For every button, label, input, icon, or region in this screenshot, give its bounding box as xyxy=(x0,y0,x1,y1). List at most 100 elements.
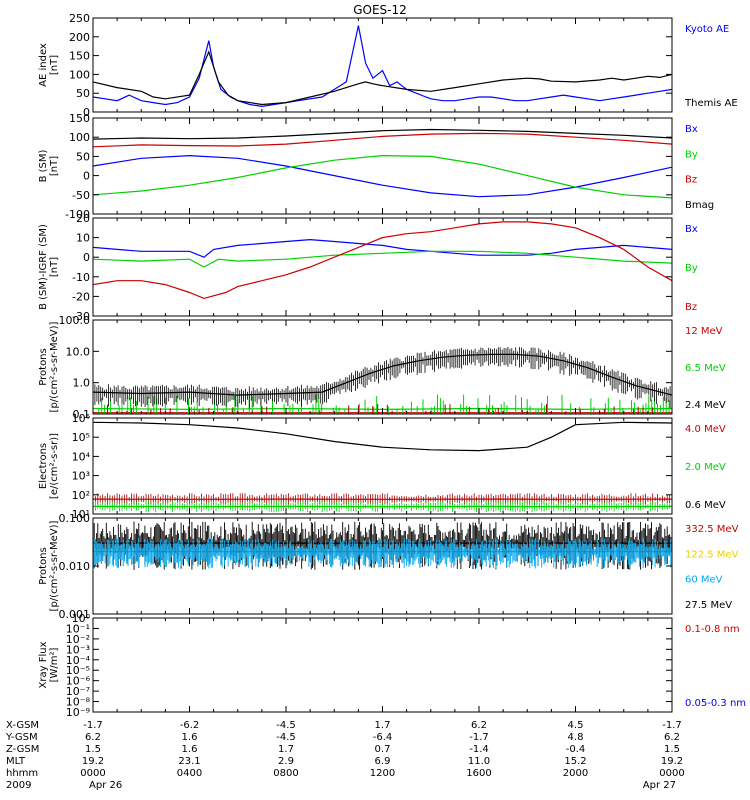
ytick-label-ae-1: 50 xyxy=(76,87,90,100)
ylabel-line-hiprotons-0: Protons xyxy=(38,547,49,584)
series-bsm-1 xyxy=(92,132,673,148)
legend-protons-1: 6.5 MeV xyxy=(685,363,726,374)
xcell-0-3: 19.2 xyxy=(82,756,104,767)
xcell-0-0: -1.7 xyxy=(83,720,103,731)
ytick-label-bsm-1: -50 xyxy=(72,189,90,202)
xcell-3-0: 1.7 xyxy=(375,720,391,731)
ytick-label-bsm-2: 0 xyxy=(83,170,90,183)
legend-bres-2: Bz xyxy=(685,302,697,313)
ytick-label-ae-5: 250 xyxy=(69,12,90,25)
panel-electrons: 10¹ 10² 10³ 10⁴ 10⁵ 10⁶ Electrons[e/(cm²-s-sr)… xyxy=(38,412,726,521)
panel-protons: 0.11.010.0100.0Protons[p/(cm²-s-sr-MeV)]… xyxy=(38,314,726,421)
ylabel-line-electrons-1: [e/(cm²-s-sr)] xyxy=(49,433,60,499)
ytick-label-bsm-4: 100 xyxy=(69,131,90,144)
ytick-label-hiprotons-2: 0.100 xyxy=(59,512,91,525)
ytick-label-ae-3: 150 xyxy=(69,50,90,63)
xcell-0-4: 0000 xyxy=(80,768,105,779)
xcell-1-1: 1.6 xyxy=(182,732,198,743)
ylabel-protons: Protons[p/(cm²-s-sr-MeV)] xyxy=(38,321,60,412)
ytick-label-xray-4: 10⁻⁵ xyxy=(66,664,90,677)
xrow-label-0: X-GSM xyxy=(6,720,39,731)
ylabel-line-ae-0: AE index xyxy=(38,43,49,87)
xrow-label-5: 2009 xyxy=(6,780,31,791)
legend-bsm-1: By xyxy=(685,149,698,160)
xcell-5-2: -0.4 xyxy=(566,744,586,755)
xcell-6-1: 6.2 xyxy=(664,732,680,743)
ytick-label-protons-3: 100.0 xyxy=(59,314,91,327)
ylabel-line-protons-0: Protons xyxy=(38,348,49,385)
xcell-0-5: Apr 26 xyxy=(89,780,122,791)
xcell-2-3: 2.9 xyxy=(278,756,294,767)
ylabel-xray: Xray Flux[W/m²] xyxy=(38,641,60,688)
legend-electrons-1: 2.0 MeV xyxy=(685,462,726,473)
ylabel-line-bres-1: [nT] xyxy=(49,257,60,277)
ytick-label-electrons-2: 10³ xyxy=(72,470,90,483)
frame-bres xyxy=(92,217,673,317)
frame-bsm xyxy=(92,117,673,215)
legend-bres-1: By xyxy=(685,263,698,274)
ylabel-hiprotons: Protons[p/(cm²-s-sr-MeV)] xyxy=(38,520,60,611)
plot-title: GOES-12 xyxy=(353,3,407,17)
xcell-5-4: 2000 xyxy=(563,768,588,779)
ylabel-ae: AE index[nT] xyxy=(38,43,60,87)
legend-ae-0: Kyoto AE xyxy=(685,24,729,35)
ytick-label-bsm-3: 50 xyxy=(76,150,90,163)
ylabel-bsm: B (SM)[nT] xyxy=(38,149,60,182)
ytick-label-ae-2: 100 xyxy=(69,68,90,81)
xcell-2-2: 1.7 xyxy=(278,744,294,755)
xcell-3-1: -6.4 xyxy=(373,732,393,743)
ytick-label-hiprotons-1: 0.010 xyxy=(59,560,91,573)
legend-electrons-2: 0.6 MeV xyxy=(685,500,726,511)
xcell-2-1: -4.5 xyxy=(276,732,296,743)
ylabel-line-electrons-0: Electrons xyxy=(38,443,49,489)
legend-hiprotons-3: 27.5 MeV xyxy=(685,600,732,611)
legend-hiprotons-2: 60 MeV xyxy=(685,575,723,586)
series-ae-0 xyxy=(92,25,673,108)
ytick-label-bres-4: 10 xyxy=(76,232,90,245)
xcell-1-2: 1.6 xyxy=(182,744,198,755)
xcell-4-1: -1.7 xyxy=(469,732,489,743)
ytick-label-xray-5: 10⁻⁴ xyxy=(66,654,91,667)
xcell-6-3: 19.2 xyxy=(661,756,683,767)
ylabel-bres: B (SM)-IGRF (SM)[nT] xyxy=(38,224,60,310)
ytick-label-bsm-0: -100 xyxy=(65,208,90,221)
ytick-label-xray-8: 10⁻¹ xyxy=(66,622,90,635)
legend-protons-2: 2.4 MeV xyxy=(685,400,726,411)
xcell-2-0: -4.5 xyxy=(276,720,296,731)
series-ae-1 xyxy=(92,50,673,106)
legend-bsm-0: Bx xyxy=(685,124,698,135)
legend-hiprotons-1: 122.5 MeV xyxy=(685,549,739,560)
xcell-6-2: 1.5 xyxy=(664,744,680,755)
legend-ae-1: Themis AE xyxy=(684,98,738,109)
ytick-label-bres-5: 20 xyxy=(76,212,90,225)
legend-electrons-0: 4.0 MeV xyxy=(685,424,726,435)
ylabel-line-xray-0: Xray Flux xyxy=(38,641,49,688)
ytick-label-electrons-0: 10¹ xyxy=(72,508,90,521)
legend-hiprotons-0: 332.5 MeV xyxy=(685,524,739,535)
legend-bres-0: Bx xyxy=(685,224,698,235)
ytick-label-xray-9: 10⁰ xyxy=(72,612,91,625)
texture-protons-black xyxy=(92,346,673,409)
ytick-label-electrons-3: 10⁴ xyxy=(72,450,91,463)
ylabel-line-protons-1: [p/(cm²-s-sr-MeV)] xyxy=(49,321,60,412)
ytick-label-electrons-1: 10² xyxy=(72,489,90,502)
ytick-label-protons-0: 0.1 xyxy=(73,408,91,421)
ytick-label-xray-6: 10⁻³ xyxy=(66,643,90,656)
ytick-label-bsm-5: 150 xyxy=(69,112,90,125)
xrow-label-4: hhmm xyxy=(6,768,38,779)
xcell-4-4: 1600 xyxy=(466,768,491,779)
legend-protons-0: 12 MeV xyxy=(685,326,723,337)
series-bres-1 xyxy=(92,250,673,268)
frame-xray xyxy=(92,617,673,713)
panel-ae: 0 50 100 150 200 250 AE index[nT] Kyoto AE Themi… xyxy=(38,12,738,119)
xcell-1-0: -6.2 xyxy=(180,720,200,731)
ytick-label-bres-3: 0 xyxy=(83,251,90,264)
xcell-4-0: 6.2 xyxy=(471,720,487,731)
series-bsm-3 xyxy=(92,154,673,199)
ytick-label-bres-1: -20 xyxy=(72,290,90,303)
legend-xray-0: 0.1-0.8 nm xyxy=(685,624,740,635)
xrow-label-3: MLT xyxy=(6,756,26,767)
series-bsm-0 xyxy=(92,128,673,140)
